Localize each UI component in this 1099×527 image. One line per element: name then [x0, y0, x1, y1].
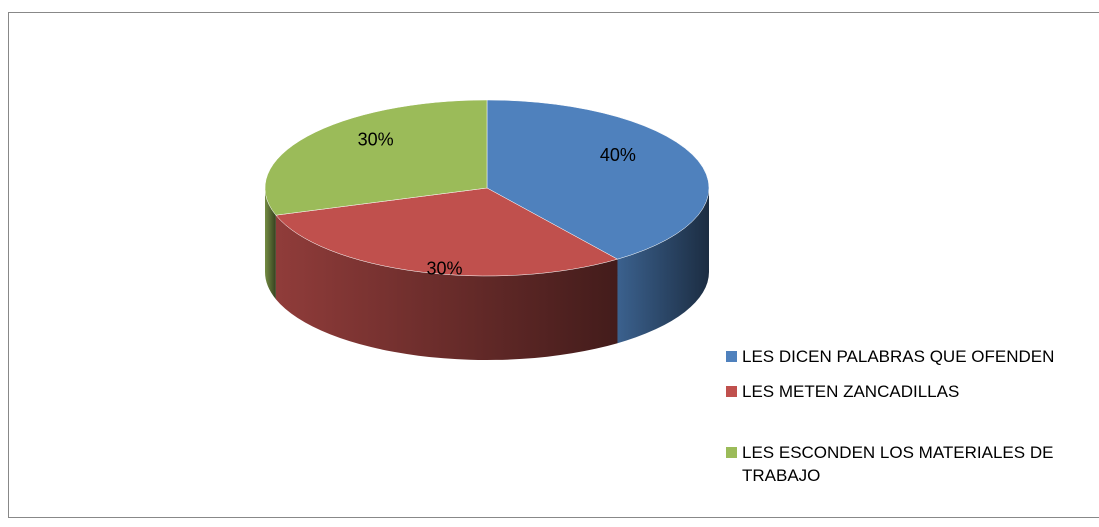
legend-entry: LES ESCONDEN LOS MATERIALES DE TRABAJO — [726, 441, 1096, 487]
pie-slice — [486, 99, 710, 260]
data-label: 40% — [600, 145, 636, 165]
data-label: 30% — [426, 259, 462, 279]
pie-sides — [265, 188, 709, 360]
pie-side — [265, 188, 276, 300]
legend-label: LES DICEN PALABRAS QUE OFENDEN — [742, 347, 1055, 366]
legend-entry: LES DICEN PALABRAS QUE OFENDEN — [726, 345, 1096, 368]
legend-entry: LES METEN ZANCADILLAS — [726, 380, 1096, 403]
pie-side — [617, 188, 709, 344]
data-label: 30% — [358, 130, 394, 150]
pie-tops — [264, 99, 710, 277]
chart-frame — [8, 12, 1099, 518]
pie-side — [275, 215, 618, 360]
legend-swatch — [726, 447, 737, 458]
legend-swatch — [726, 351, 737, 362]
legend-swatch — [726, 386, 737, 397]
legend-label: LES METEN ZANCADILLAS — [742, 382, 960, 401]
legend-label: LES ESCONDEN LOS MATERIALES DE TRABAJO — [742, 443, 1054, 485]
pie-slice — [264, 99, 488, 216]
pie-slice — [275, 187, 619, 277]
